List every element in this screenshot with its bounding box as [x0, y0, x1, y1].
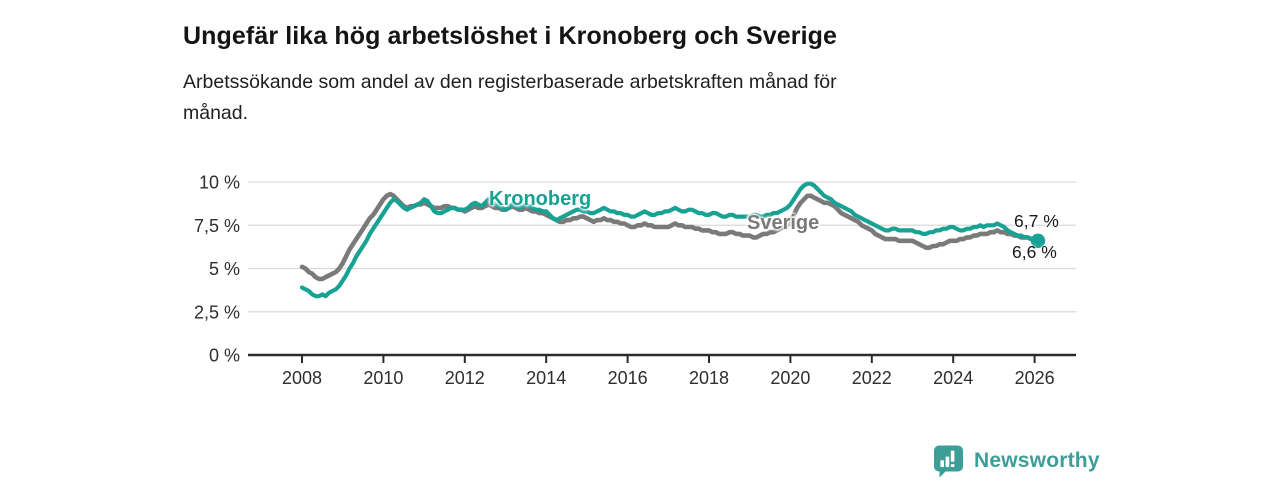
x-tick-label: 2012	[445, 368, 485, 388]
end-value-label-sverige: 6,7 %	[1014, 211, 1059, 231]
newsworthy-brand-link[interactable]: Newsworthy	[932, 444, 1100, 478]
x-tick-label: 2014	[526, 368, 566, 388]
newsworthy-logo-icon	[932, 444, 965, 478]
chart-title: Ungefär lika hög arbetslöshet i Kronober…	[183, 21, 838, 50]
series-label-sverige: Sverige	[747, 212, 820, 234]
end-value-label-kronoberg: 6,6 %	[1012, 242, 1057, 262]
y-tick-label: 5 %	[209, 259, 240, 279]
subtitle-line-1: Arbetssökande som andel av den registerb…	[183, 71, 837, 93]
series-end-dot-kronoberg	[1030, 233, 1046, 249]
x-tick-label: 2020	[770, 368, 810, 388]
y-tick-label: 0 %	[209, 346, 240, 366]
x-tick-label: 2018	[689, 368, 729, 388]
y-tick-label: 7,5 %	[194, 216, 240, 236]
x-tick-label: 2016	[608, 368, 648, 388]
x-tick-label: 2022	[852, 368, 892, 388]
x-tick-label: 2010	[363, 368, 403, 388]
y-tick-label: 2,5 %	[194, 302, 240, 322]
subtitle-line-2: månad.	[183, 101, 249, 124]
newsworthy-brand-text: Newsworthy	[974, 449, 1100, 472]
chart-subtitle: Arbetssökande som andel av den registerb…	[183, 67, 1063, 129]
x-tick-label: 2026	[1015, 368, 1055, 388]
x-tick-label: 2008	[282, 368, 322, 388]
x-tick-label: 2024	[933, 368, 973, 388]
y-tick-label: 10 %	[199, 173, 240, 193]
series-line-kronoberg	[299, 181, 1041, 299]
series-label-kronoberg: Kronoberg	[489, 188, 592, 210]
series-line-sverige	[299, 191, 1041, 282]
